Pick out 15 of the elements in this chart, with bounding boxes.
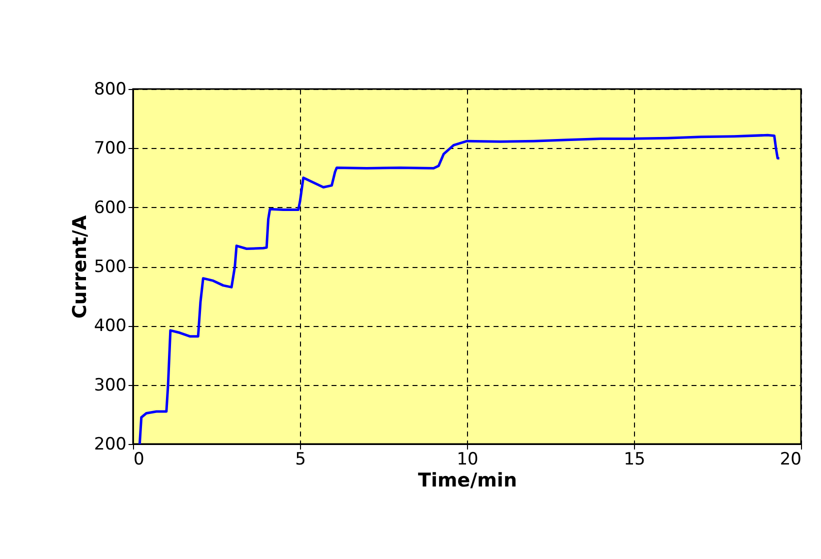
x-tick-label: 5 xyxy=(295,450,306,470)
x-tick-label: 20 xyxy=(780,450,802,470)
x-axis-title: Time/min xyxy=(418,470,517,492)
y-tick-label: 200 xyxy=(94,434,126,454)
y-tick-label: 300 xyxy=(94,375,126,396)
x-tick-label: 15 xyxy=(624,450,646,470)
x-tick-label: 10 xyxy=(456,450,478,470)
y-tick-label: 600 xyxy=(94,198,126,218)
y-tick-label: 700 xyxy=(94,138,126,159)
y-tick-label: 400 xyxy=(94,316,126,336)
y-axis-title: Current/A xyxy=(69,215,92,319)
y-tick-label: 800 xyxy=(94,80,126,100)
y-tick-label: 500 xyxy=(94,257,126,277)
x-tick-label: 0 xyxy=(134,450,144,470)
line-series xyxy=(138,134,781,446)
